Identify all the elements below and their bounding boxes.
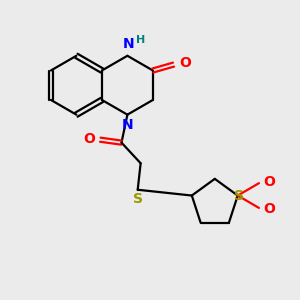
Text: N: N bbox=[123, 38, 135, 51]
Text: H: H bbox=[136, 34, 145, 45]
Text: N: N bbox=[122, 118, 133, 132]
Text: O: O bbox=[83, 132, 95, 146]
Text: O: O bbox=[263, 202, 275, 216]
Text: O: O bbox=[263, 175, 275, 189]
Text: O: O bbox=[179, 56, 191, 70]
Text: S: S bbox=[234, 188, 244, 203]
Text: S: S bbox=[133, 192, 143, 206]
